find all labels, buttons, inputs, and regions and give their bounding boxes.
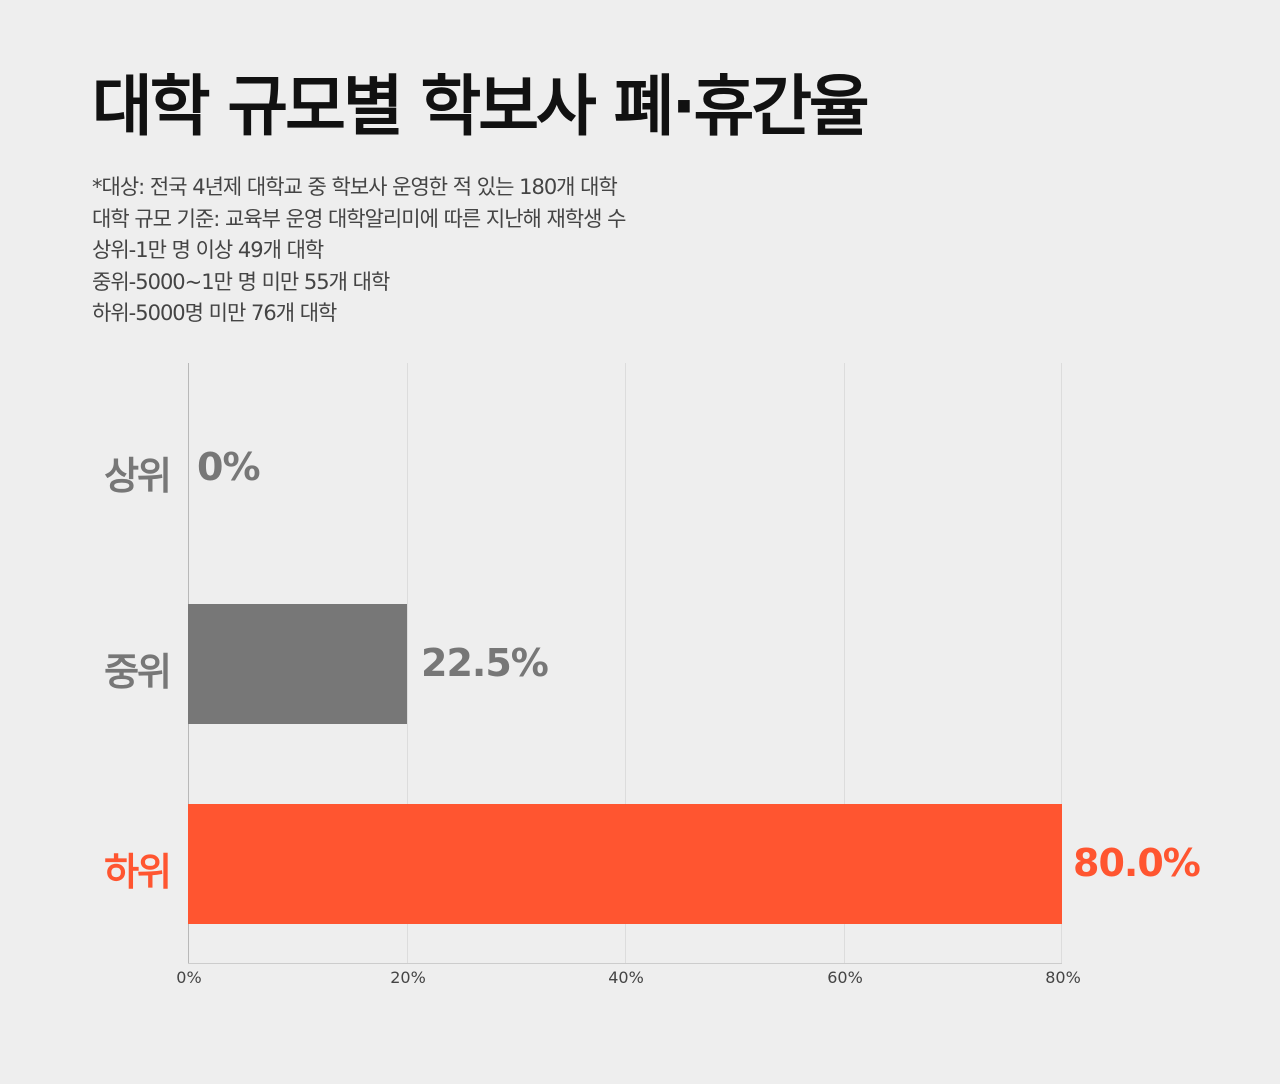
x-tick: 40% [608,968,644,987]
plot-area [188,363,1062,964]
gridline [844,363,845,964]
x-tick: 20% [390,968,426,987]
gridline [1061,363,1062,964]
x-axis-line [188,963,1062,964]
value-label: 0% [197,445,261,489]
value-label: 80.0% [1073,841,1201,885]
note-line: 상위-1만 명 이상 49개 대학 [92,238,324,262]
note-line: *대상: 전국 4년제 대학교 중 학보사 운영한 적 있는 180개 대학 [92,175,618,199]
category-label: 상위 [104,454,172,498]
bar-mid [188,604,407,724]
gridline [625,363,626,964]
note-line: 대학 규모 기준: 교육부 운영 대학알리미에 따른 지난해 재학생 수 [92,206,626,231]
x-tick: 60% [827,968,863,987]
chart-title: 대학 규모별 학보사 폐·휴간율 [92,68,870,145]
chart-notes: *대상: 전국 4년제 대학교 중 학보사 운영한 적 있는 180개 대학 대… [92,172,626,330]
x-tick: 0% [176,968,202,987]
note-line: 하위-5000명 미만 76개 대학 [92,301,337,325]
category-label: 하위 [104,850,172,894]
x-tick: 80% [1045,968,1081,987]
category-label: 중위 [104,650,172,694]
gridline [407,363,408,964]
value-label: 22.5% [421,641,549,685]
bar-low [188,804,1062,924]
note-line: 중위-5000~1만 명 미만 55개 대학 [92,269,390,294]
